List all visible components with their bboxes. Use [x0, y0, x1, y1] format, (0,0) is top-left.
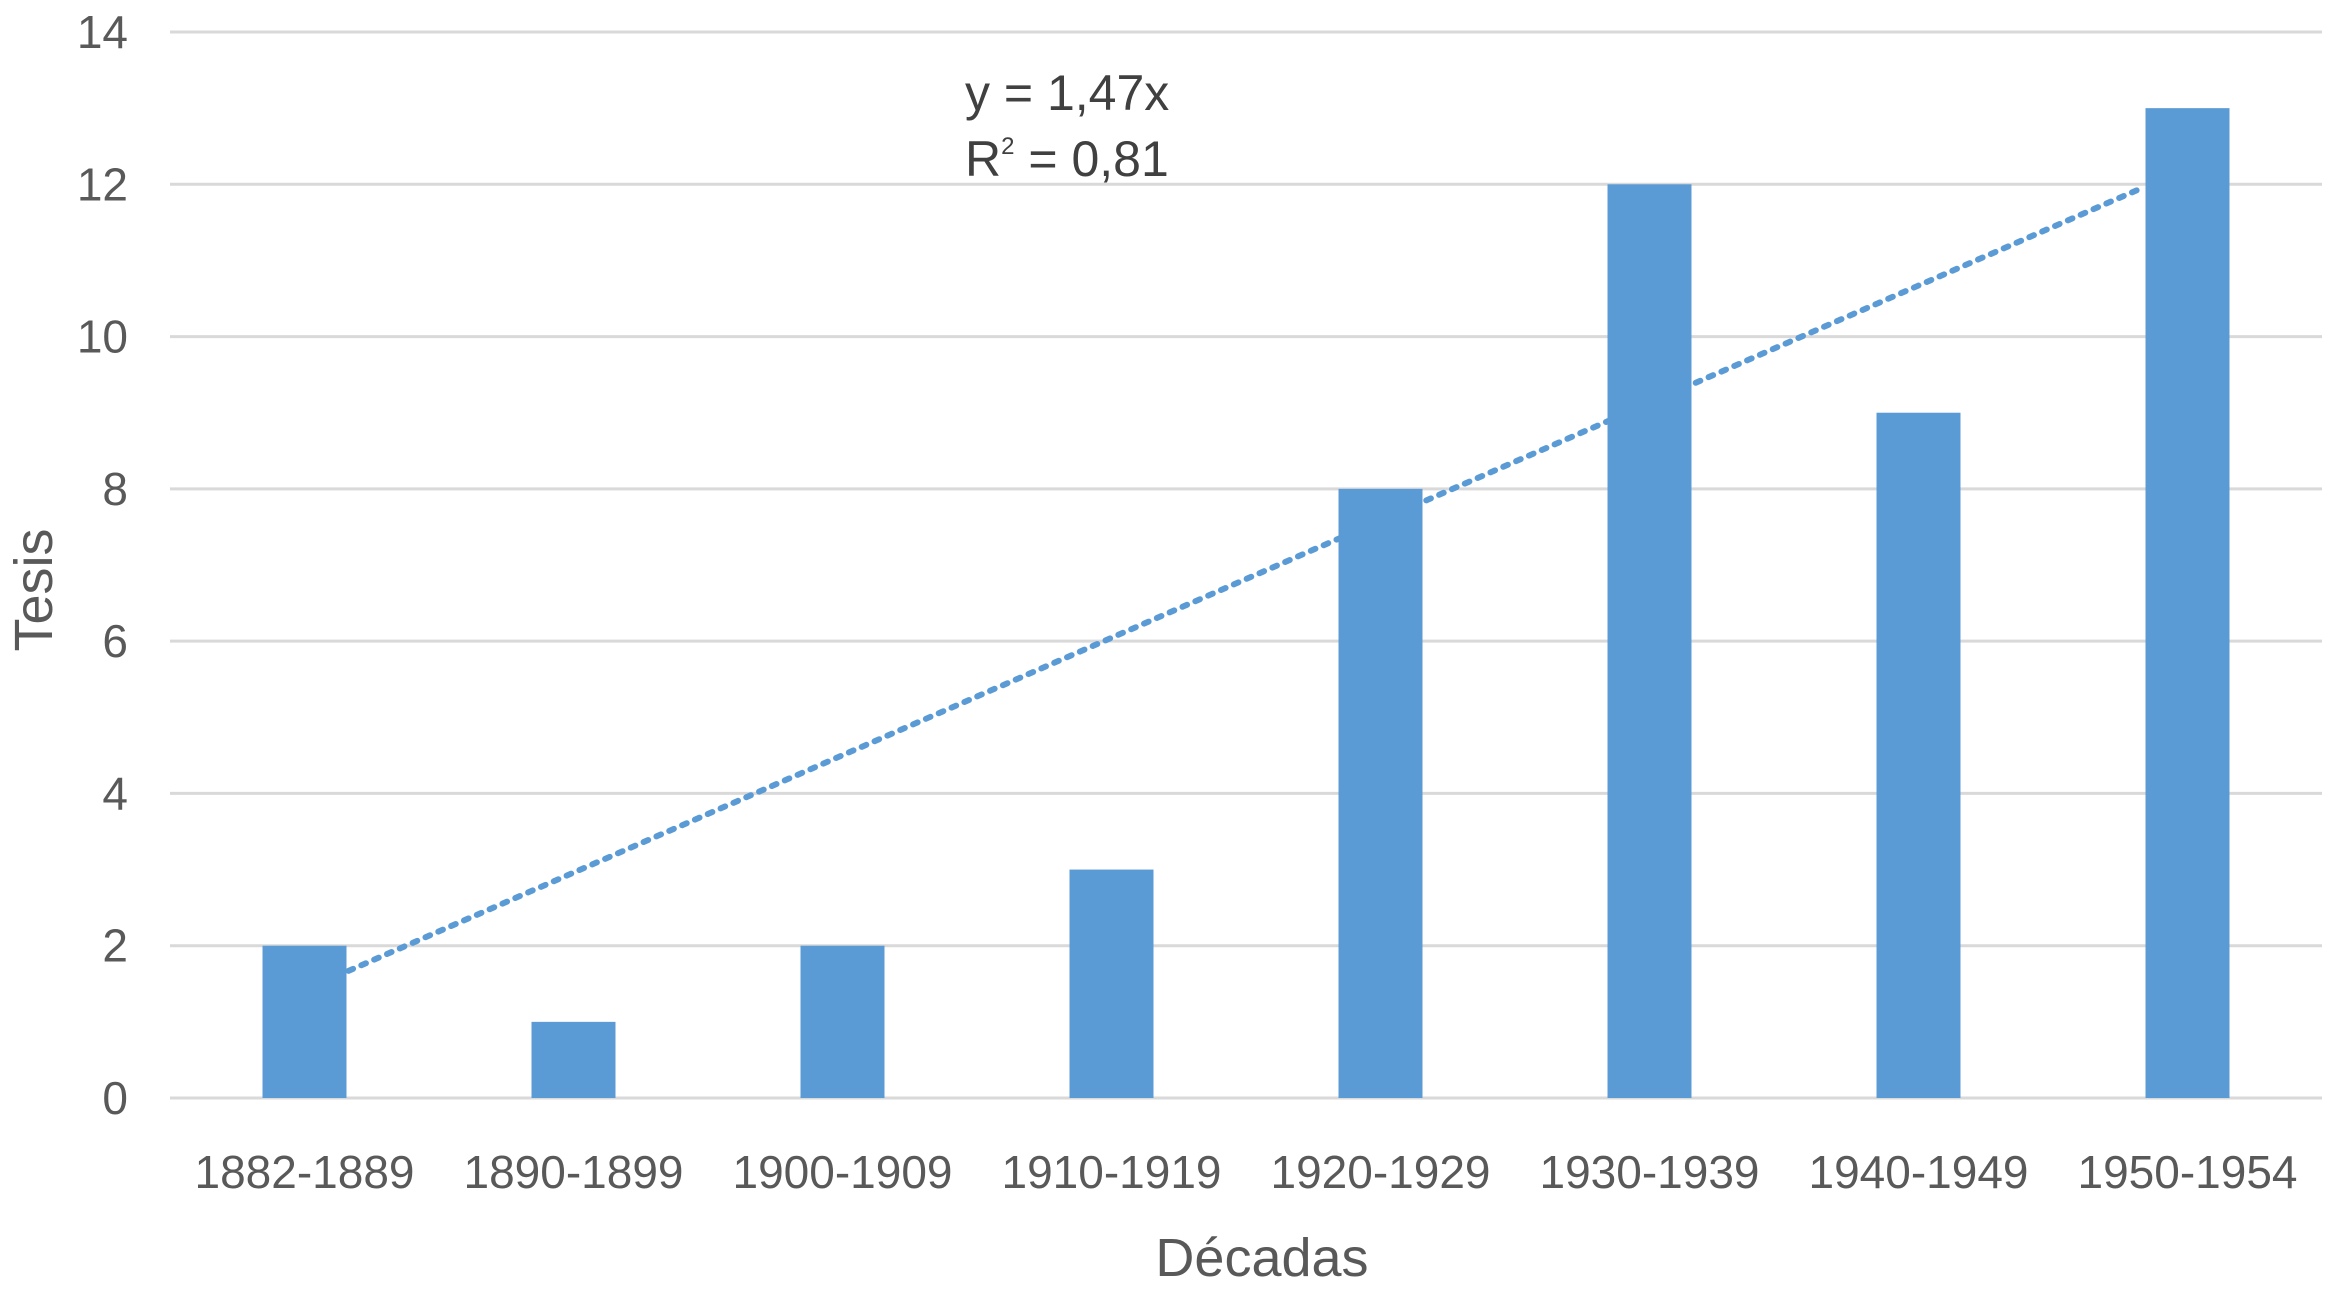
- y-tick-label: 4: [102, 767, 128, 819]
- x-tick-label: 1950-1954: [2078, 1146, 2298, 1198]
- x-tick-label: 1930-1939: [1540, 1146, 1760, 1198]
- bar-1890-1899: [531, 1021, 616, 1098]
- y-tick-label: 0: [102, 1072, 128, 1124]
- y-tick-label: 14: [77, 6, 128, 58]
- trendline-equation: y = 1,47x: [965, 65, 1169, 121]
- bar-1910-1919: [1069, 869, 1154, 1098]
- gridlines: [170, 30, 2322, 1100]
- x-tick-label: 1890-1899: [464, 1146, 684, 1198]
- bar-1930-1939: [1607, 184, 1692, 1099]
- bar-1940-1949: [1876, 412, 1961, 1098]
- x-tick-labels: 1882-1889 1890-1899 1900-1909 1910-1919 1920…: [195, 1146, 2298, 1198]
- bar-1950-1954: [2145, 108, 2230, 1098]
- y-tick-labels: 0 2 4 6 8 10 12 14: [77, 6, 128, 1124]
- trendline: [345, 184, 2147, 974]
- x-tick-label: 1910-1919: [1002, 1146, 1222, 1198]
- r2-value: = 0,81: [1014, 131, 1168, 187]
- trendline-r2: R2 = 0,81: [965, 131, 1169, 187]
- y-tick-label: 8: [102, 463, 128, 515]
- y-axis-title: Tesis: [4, 528, 64, 651]
- r2-prefix: R: [965, 131, 1001, 187]
- bar-1882-1889: [262, 945, 347, 1098]
- y-tick-label: 2: [102, 920, 128, 972]
- x-tick-label: 1900-1909: [733, 1146, 953, 1198]
- bars: [262, 108, 2230, 1099]
- bar-1900-1909: [800, 945, 885, 1098]
- trendline-path: [345, 184, 2147, 974]
- x-tick-label: 1940-1949: [1809, 1146, 2029, 1198]
- y-tick-label: 6: [102, 615, 128, 667]
- x-tick-label: 1920-1929: [1271, 1146, 1491, 1198]
- x-axis-title: Décadas: [1155, 1228, 1368, 1288]
- x-tick-label: 1882-1889: [195, 1146, 415, 1198]
- y-tick-label: 12: [77, 158, 128, 210]
- bar-1920-1929: [1338, 488, 1423, 1098]
- y-tick-label: 10: [77, 311, 128, 363]
- r2-superscript: 2: [1001, 133, 1014, 160]
